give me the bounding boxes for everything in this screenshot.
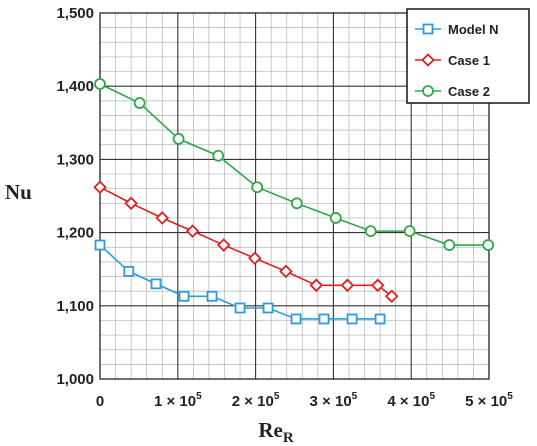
y-tick-label: 1,400 [56, 78, 94, 95]
x-tick-label: 0 [96, 393, 104, 410]
series-layer [93, 78, 495, 325]
data-point-case-2 [482, 239, 495, 251]
x-tick-exponent: 5 [196, 391, 202, 402]
data-point-model-n [234, 302, 246, 314]
y-axis-ticks: 1,000 1,100 1,200 1,300 1,400 1,500 [56, 5, 94, 388]
data-point-case-2 [212, 149, 225, 162]
y-tick-label: 1,100 [56, 298, 94, 315]
legend: Model N Case 1 Case 2 [406, 8, 530, 104]
x-tick-mantissa: 4 × 10 [387, 393, 429, 410]
data-point-model-n [262, 302, 274, 314]
x-tick-mantissa: 5 × 10 [465, 393, 507, 410]
x-axis-title: ReR [258, 418, 294, 446]
data-point-case-1 [216, 238, 231, 252]
major-grid [100, 13, 489, 379]
y-axis-title: Nu [5, 180, 32, 204]
legend-label-case-1: Case 1 [448, 53, 490, 68]
data-point-case-2 [290, 197, 303, 210]
data-point-case-1 [309, 278, 324, 293]
data-point-case-2 [329, 212, 342, 224]
x-tick-label: 5 × 105 [465, 391, 513, 410]
data-point-case-1 [155, 211, 170, 225]
x-tick-exponent: 5 [274, 391, 280, 402]
x-tick-label: 4 × 105 [387, 391, 435, 410]
data-point-case-1 [185, 224, 200, 238]
data-point-model-n [123, 265, 135, 277]
data-point-model-n [346, 313, 358, 325]
data-point-case-2 [403, 225, 416, 238]
plot-frame [99, 12, 490, 380]
y-tick-label: 1,000 [56, 371, 94, 388]
x-tick-label: 1 × 105 [154, 391, 202, 410]
data-point-case-1 [384, 289, 399, 304]
x-tick-exponent: 5 [507, 391, 513, 402]
data-point-case-1 [124, 196, 138, 211]
x-axis-title-main: Re [258, 418, 283, 442]
x-tick-mantissa: 2 × 10 [232, 393, 274, 410]
data-point-model-n [290, 313, 302, 325]
legend-marker-case-2 [422, 85, 434, 97]
data-point-case-2 [172, 133, 185, 145]
y-tick-label: 1,500 [56, 5, 94, 22]
x-tick-mantissa: 3 × 10 [310, 393, 352, 410]
data-point-case-1 [279, 264, 293, 279]
x-tick-label: 3 × 105 [310, 391, 358, 410]
data-point-model-n [150, 278, 162, 290]
data-point-case-2 [251, 181, 264, 194]
data-point-case-1 [248, 251, 262, 265]
data-point-case-2 [94, 78, 106, 90]
x-tick-mantissa: 0 [96, 393, 104, 410]
y-tick-label: 1,200 [56, 225, 94, 242]
x-tick-mantissa: 1 × 10 [154, 393, 196, 410]
data-point-model-n [374, 313, 386, 325]
data-point-case-2 [133, 97, 146, 109]
data-point-case-1 [370, 278, 385, 293]
legend-marker-model-n [422, 23, 434, 35]
legend-label-model-n: Model N [448, 22, 499, 37]
data-point-model-n [206, 290, 218, 302]
data-point-model-n [178, 290, 190, 302]
legend-marker-case-1 [421, 53, 435, 67]
legend-label-case-2: Case 2 [448, 84, 490, 99]
x-axis-title-subscript: R [283, 430, 294, 446]
x-tick-exponent: 5 [429, 391, 435, 402]
x-tick-label: 2 × 105 [232, 391, 280, 410]
x-tick-exponent: 5 [352, 391, 358, 402]
data-point-case-1 [340, 278, 355, 293]
data-point-case-2 [443, 239, 456, 251]
data-point-model-n [94, 239, 106, 251]
y-tick-label: 1,300 [56, 151, 94, 168]
data-point-model-n [318, 313, 330, 325]
data-point-case-1 [93, 180, 107, 194]
data-point-case-2 [364, 225, 377, 238]
